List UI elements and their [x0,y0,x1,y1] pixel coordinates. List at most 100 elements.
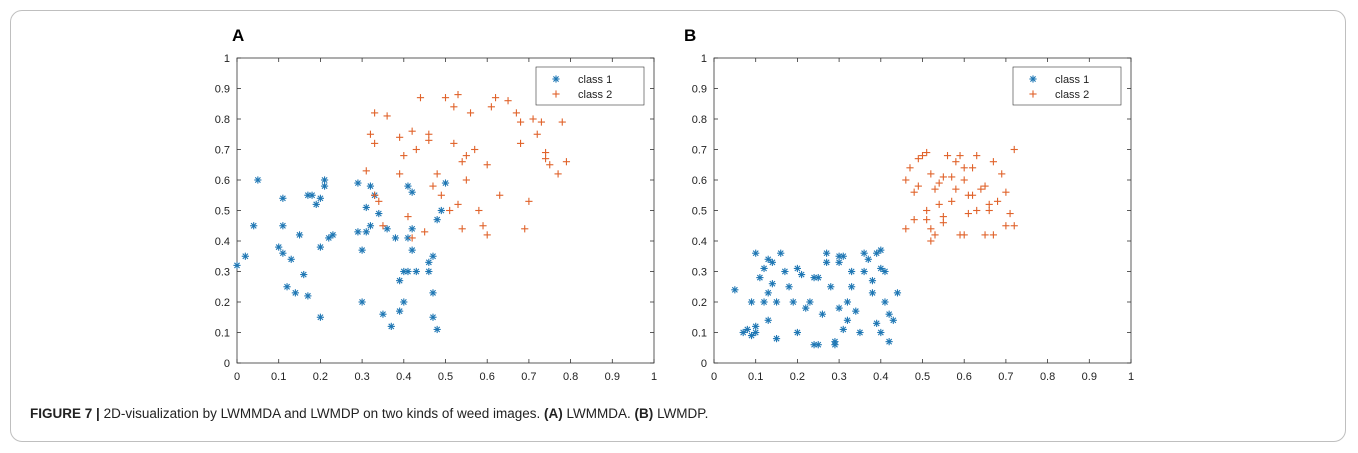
class1-point [797,270,806,279]
class1-point [772,298,781,306]
class2-point [537,118,546,126]
legend-marker-class1 [552,75,560,83]
class1-point [768,258,776,266]
class1-point [233,261,241,269]
class2-point [985,206,993,215]
class1-point [747,298,756,306]
class1-point [827,283,835,291]
class1-point [839,252,847,260]
class1-point [814,274,822,282]
class1-point [320,182,329,190]
class1-point [873,249,881,257]
class1-point [396,277,404,285]
class1-point [868,277,877,285]
class2-point [927,225,935,233]
class1-point [379,310,387,318]
x-tick-label: 1 [1128,371,1134,383]
y-tick-label: 0.3 [692,267,707,279]
class2-point [371,139,379,147]
plot-area [713,57,1132,364]
legend-marker-class2 [1029,90,1037,98]
class2-point [454,91,462,99]
class2-point [923,216,931,224]
class2-point [952,185,960,193]
y-tick-label: 0.9 [215,84,230,96]
class2-point [404,213,412,221]
class1-point [885,310,893,318]
class1-point [739,328,747,337]
class1-point [818,310,827,318]
class2-point [362,167,370,175]
class1-point [408,246,416,254]
y-tick-label: 0 [701,358,707,370]
class1-point [868,289,877,297]
class1-point [881,267,889,276]
legend-label-class2: class 2 [1055,89,1089,101]
class2-point [396,170,404,178]
class1-point [756,274,764,282]
class2-point [968,191,977,199]
class1-point [425,258,433,266]
class2-point [1002,222,1010,230]
class2-point [371,109,379,117]
x-tick-label: 0.1 [748,371,763,383]
caption-figure-label: FIGURE 7 | [30,406,100,421]
class1-point [885,338,893,346]
y-tick-label: 0.7 [692,145,707,157]
class1-point [295,231,304,239]
class2-point [939,173,947,181]
x-tick-label: 0.6 [957,371,972,383]
class1-point [839,325,847,334]
class2-point [462,152,470,160]
class2-point [516,139,525,147]
class2-point [943,152,952,160]
class1-point [354,179,362,187]
class1-point [873,319,881,327]
class1-point [848,267,856,276]
y-tick-label: 0.3 [215,267,230,279]
class2-point [466,109,475,117]
class1-point [789,298,797,306]
class1-point [404,182,412,190]
class2-point [939,213,947,221]
class2-point [521,225,529,233]
class2-point [412,145,420,154]
class2-point [910,188,918,196]
class2-point [512,109,520,117]
x-tick-label: 0.9 [605,371,620,383]
class1-point [254,176,262,184]
x-tick-label: 0.5 [915,371,930,383]
figure-caption: FIGURE 7 | 2D-visualization by LWMMDA an… [30,406,708,421]
class1-point [743,325,751,334]
class2-point [906,164,914,172]
class1-point [291,289,299,297]
class2-point [914,182,922,190]
class2-point [429,182,437,190]
class1-point [802,304,810,312]
class2-point [931,185,939,193]
x-tick-label: 0.5 [438,371,453,383]
class1-point [856,328,864,337]
class2-point [437,191,445,199]
class1-point [396,307,404,315]
class1-point [848,283,856,291]
y-tick-label: 0.2 [692,297,707,309]
class1-point [752,322,760,330]
legend-label-class2: class 2 [578,89,612,101]
class2-point [914,155,922,163]
class1-point [806,298,814,306]
class2-point [483,161,491,169]
class2-point [371,191,379,199]
class1-point [877,246,885,254]
class2-point [396,133,404,141]
caption-part-b-text: LWMDP. [657,406,709,421]
class2-point [989,158,997,166]
class1-point [320,176,329,184]
x-tick-label: 0.8 [1040,371,1055,383]
caption-text: 2D-visualization by LWMMDA and LWMDP on … [103,406,541,421]
class2-point [935,200,943,208]
x-tick-label: 0.7 [521,371,536,383]
class2-point [956,152,964,160]
y-tick-label: 0.5 [215,206,230,218]
